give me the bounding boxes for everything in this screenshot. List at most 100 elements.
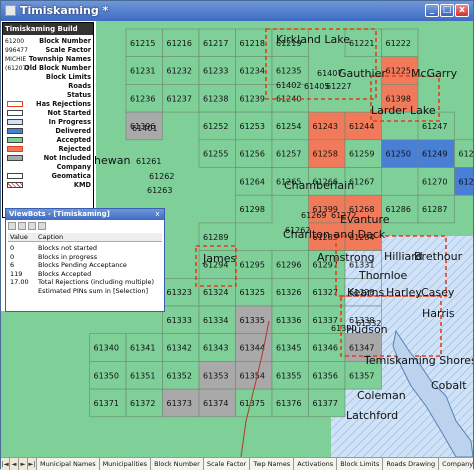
map-block[interactable]: 61253	[235, 111, 273, 141]
map-block[interactable]: 61238	[198, 84, 236, 113]
map-block[interactable]: 61372	[125, 388, 163, 418]
tab-nav-button[interactable]: ►|	[28, 458, 37, 470]
map-block[interactable]: 61256	[235, 139, 273, 168]
map-block[interactable]: 61248	[454, 139, 474, 168]
map-block[interactable]: 61355	[271, 361, 309, 390]
toolbar-icon-3[interactable]	[28, 222, 36, 230]
window-titlebar[interactable]: Timiskaming * _ □ x	[1, 1, 473, 21]
map-block[interactable]: 61354	[235, 361, 273, 390]
map-block[interactable]: 61342	[162, 333, 200, 362]
map-block[interactable]: 61233	[198, 56, 236, 85]
tab-nav-button[interactable]: ◄	[10, 458, 19, 470]
map-block[interactable]: 61357	[344, 361, 382, 390]
map-block[interactable]: 61250	[381, 139, 419, 168]
map-block[interactable]: 61345	[271, 333, 309, 362]
viewbots-row[interactable]: 119 Blocks Accepted	[8, 270, 162, 278]
map-svg[interactable]: 61215 61216 61217 61218 61219 61221 61222 61231…	[1, 21, 473, 457]
map-block[interactable]: 61258	[308, 139, 346, 168]
viewbots-row[interactable]: 0 Blocks in progress	[8, 253, 162, 261]
map-block[interactable]: 61267	[344, 167, 382, 196]
map-block[interactable]: 61254	[271, 111, 309, 141]
toolbar-icon-4[interactable]	[38, 222, 46, 230]
toolbar-icon-1[interactable]	[8, 222, 16, 230]
layer-tab[interactable]: Activations	[294, 458, 338, 470]
map-block[interactable]: 61356	[308, 361, 346, 390]
map-block[interactable]: 61231	[125, 56, 163, 85]
map-block[interactable]: 61398	[381, 84, 419, 113]
map-block[interactable]: 61324	[198, 277, 236, 307]
map-block[interactable]: 61219	[271, 28, 309, 58]
map-block[interactable]: 61294	[198, 250, 236, 279]
map-block[interactable]: 61287	[417, 194, 455, 224]
map-block[interactable]: 61325	[235, 277, 273, 307]
viewbots-row[interactable]: 6 Blocks Pending Acceptance	[8, 261, 162, 269]
toolbar-icon-2[interactable]	[18, 222, 26, 230]
map-block[interactable]: 61216	[162, 28, 200, 58]
viewbots-close-icon[interactable]: x	[155, 210, 160, 218]
viewbots-panel[interactable]: ViewBots - [Timiskaming] x Value Caption…	[5, 208, 165, 312]
map-block[interactable]: 61235	[271, 56, 309, 85]
layer-tab[interactable]: Block Limits	[337, 458, 384, 470]
map-block[interactable]: 61264	[235, 167, 273, 196]
map-block[interactable]: 61338	[344, 305, 382, 335]
map-block[interactable]: 61337	[308, 305, 346, 335]
map-block[interactable]: 61232	[162, 56, 200, 85]
map-block[interactable]: 61244	[344, 111, 382, 141]
layer-tab[interactable]: Scale Factor	[203, 458, 251, 470]
map-block[interactable]: 61333	[162, 305, 200, 335]
map-block[interactable]: 61375	[235, 388, 273, 418]
map-block[interactable]: 61399	[308, 194, 346, 224]
map-block[interactable]: 61225	[381, 56, 419, 85]
map-block[interactable]: 61326	[271, 277, 309, 307]
map-block[interactable]: 61371	[89, 388, 127, 418]
map-block[interactable]: 61236	[125, 84, 163, 113]
map-block[interactable]: 61340	[89, 333, 127, 362]
viewbots-row[interactable]: 0 Blocks not started	[8, 244, 162, 252]
map-block[interactable]: 61296	[271, 250, 309, 279]
map-block[interactable]: 61377	[308, 388, 346, 418]
map-block[interactable]: 61328	[344, 277, 382, 307]
map-block[interactable]: 61327	[308, 277, 346, 307]
map-block[interactable]: 61396	[125, 111, 163, 141]
map-block[interactable]: 61259	[344, 139, 382, 168]
map-block[interactable]: 61266	[308, 167, 346, 196]
map-block[interactable]: 61323	[162, 277, 200, 307]
map-block[interactable]: 61336	[271, 305, 309, 335]
map-block[interactable]: 61252	[198, 111, 236, 141]
map-block[interactable]: 61249	[417, 139, 455, 168]
map-block[interactable]: 61286	[381, 194, 419, 224]
viewbots-row[interactable]: 17.00 Total Rejections (including multipl…	[8, 278, 162, 286]
map-block[interactable]: 61243	[308, 111, 346, 141]
layer-tab[interactable]: Company	[439, 458, 473, 470]
layer-tab[interactable]: Municipalities	[99, 458, 152, 470]
map-block[interactable]: 61374	[198, 388, 236, 418]
map-block[interactable]: 61335	[235, 305, 273, 335]
tab-nav-button[interactable]: |◄	[1, 458, 10, 470]
map-block[interactable]: 61255	[198, 139, 236, 168]
map-block[interactable]: 61373	[162, 388, 200, 418]
map-block[interactable]: 61344	[235, 333, 273, 362]
viewbots-row[interactable]: Estimated PINs sum in [Selection]	[8, 287, 162, 295]
map-block[interactable]: 61334	[198, 305, 236, 335]
map-block[interactable]: 61298	[235, 194, 273, 224]
map-canvas[interactable]: 61215 61216 61217 61218 61219 61221 61222 61231…	[1, 21, 473, 457]
map-block[interactable]: 61217	[198, 28, 236, 58]
maximize-button[interactable]: □	[440, 4, 454, 17]
viewbots-title[interactable]: ViewBots - [Timiskaming]	[6, 209, 164, 220]
tab-nav-button[interactable]: ►	[19, 458, 28, 470]
map-block[interactable]: 61352	[162, 361, 200, 390]
map-block[interactable]: 61237	[162, 84, 200, 113]
layer-tab[interactable]: Twp Names	[250, 458, 295, 470]
map-block[interactable]: 61215	[125, 28, 163, 58]
layer-tab[interactable]: Block Number	[151, 458, 204, 470]
layer-tab[interactable]: Municipal Names	[37, 458, 100, 470]
layer-tab[interactable]: Roads Drawing	[383, 458, 440, 470]
map-block[interactable]: 61270	[417, 167, 455, 196]
map-block[interactable]: 61350	[89, 361, 127, 390]
map-block[interactable]: 61295	[235, 250, 273, 279]
map-block[interactable]: 61353	[198, 361, 236, 390]
map-block[interactable]: 61247	[417, 111, 455, 141]
close-button[interactable]: x	[455, 4, 469, 17]
map-block[interactable]: 61271	[454, 167, 474, 196]
map-block[interactable]: 61222	[381, 28, 419, 58]
